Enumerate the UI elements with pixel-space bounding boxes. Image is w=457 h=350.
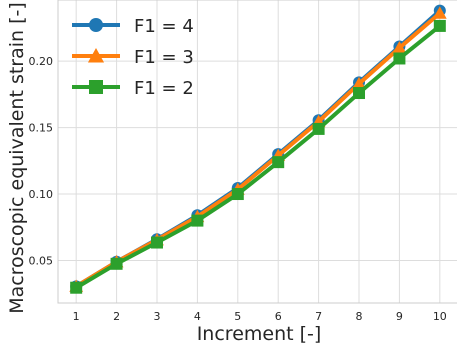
data-point (393, 52, 406, 65)
data-point (110, 257, 123, 270)
x-tick-label: 6 (275, 310, 282, 323)
legend-label: F1 = 3 (134, 47, 194, 68)
legend: F1 = 4 F1 = 3 F1 = 2 (72, 16, 194, 99)
series-3 (70, 19, 446, 294)
legend-entry: F1 = 4 (72, 16, 194, 37)
legend-marker (87, 47, 105, 63)
legend-entry: F1 = 3 (72, 47, 194, 68)
x-axis-label: Increment [-] (197, 323, 322, 345)
x-tick-label: 4 (194, 310, 201, 323)
series-line (75, 24, 442, 290)
data-point (191, 214, 204, 227)
x-tick-label: 10 (433, 310, 447, 323)
legend-marker (89, 18, 103, 32)
legend-label: F1 = 4 (134, 16, 194, 37)
data-point (231, 188, 244, 201)
y-axis-label: Macroscopic equivalent strain [-] (6, 2, 28, 314)
series-2 (69, 6, 447, 292)
series-line (75, 11, 442, 289)
data-point (433, 19, 446, 32)
x-tick-label: 5 (234, 310, 241, 323)
data-point (70, 281, 83, 294)
y-tick-label: 0.20 (29, 55, 54, 68)
series-line (75, 9, 442, 289)
y-tick-label: 0.15 (29, 122, 54, 135)
x-tick-label: 3 (153, 310, 160, 323)
series-1 (70, 4, 446, 293)
y-tick-label: 0.05 (29, 254, 54, 267)
x-tick-label: 9 (396, 310, 403, 323)
data-point (150, 236, 163, 249)
y-tick-label: 0.10 (29, 188, 54, 201)
legend-entry: F1 = 2 (72, 78, 194, 99)
data-point (432, 6, 447, 19)
data-point (312, 122, 325, 135)
legend-label: F1 = 2 (134, 78, 194, 99)
data-point (272, 156, 285, 169)
data-point (352, 76, 366, 90)
x-tick-label: 2 (113, 310, 120, 323)
y-tick-labels: 0.05 0.10 0.15 0.20 (29, 55, 54, 267)
legend-marker (89, 80, 103, 94)
x-tick-labels: 1 2 3 4 5 6 7 8 9 10 (73, 310, 447, 323)
plot-frame (57, 0, 457, 304)
x-tick-label: 8 (356, 310, 363, 323)
data-point (353, 87, 366, 100)
data-point (392, 40, 407, 54)
x-tick-label: 7 (315, 310, 322, 323)
x-tick-label: 1 (73, 310, 80, 323)
series-layer (69, 4, 447, 294)
